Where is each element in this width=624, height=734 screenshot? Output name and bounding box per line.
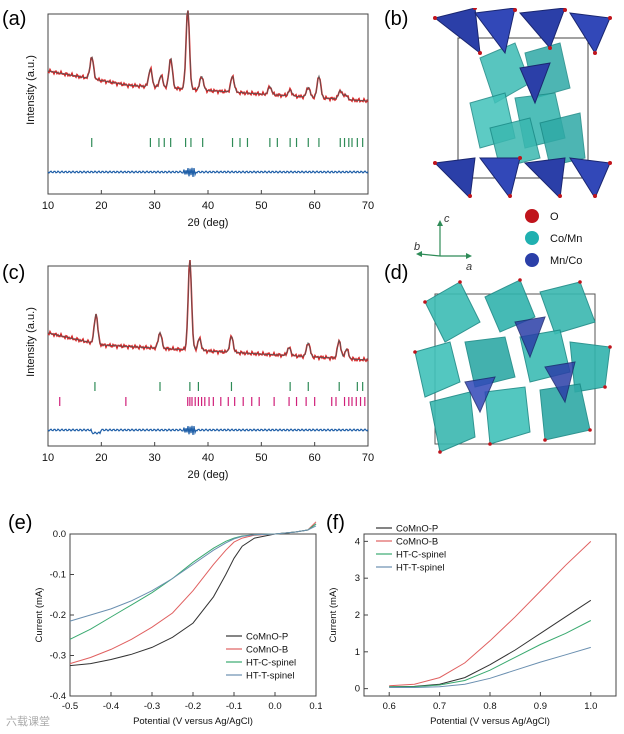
x-tick-label: -0.1 (226, 701, 242, 712)
legend-label: CoMnO-P (246, 632, 288, 643)
legend-comn: Co/Mn (550, 233, 582, 245)
oxygen-swatch (525, 209, 539, 223)
x-tick-label: 0.8 (483, 701, 496, 712)
chart-e: -0.5 -0.4 -0.3 -0.2 -0.1 0.0 0.10.0-0.1-0.2-0.… (34, 521, 322, 727)
series-line-comno-b (389, 541, 592, 687)
series-line-comno-p (389, 599, 592, 688)
legend-label: HT-T-spinel (396, 563, 445, 574)
x-tick-label: 10 (42, 452, 54, 464)
panel-label-a: (a) (2, 8, 27, 30)
x-tick-label: -0.2 (185, 701, 201, 712)
lattice-axes: c a b (414, 213, 472, 272)
panel-label-f: (f) (326, 512, 345, 534)
structure-legend: c a b O Co/Mn Mn/Co (414, 209, 582, 272)
watermark: 六载课堂 (6, 715, 50, 728)
y-axis-label: Intensity (a.u.) (25, 55, 37, 125)
fitted-pattern (47, 10, 369, 102)
x-tick-label: 10 (42, 200, 54, 212)
series-line-ht-c-spinel (389, 620, 592, 688)
crystal-structure-d (413, 278, 612, 454)
x-tick-label: 40 (202, 200, 214, 212)
x-tick-label: -0.3 (144, 701, 160, 712)
x-tick-label: -0.5 (62, 701, 78, 712)
panel-label-d: (d) (384, 262, 409, 284)
xrd-chart-a: 10 20 30 40 50 60 70 2θ (deg) Intensity (a.u.) (25, 10, 374, 229)
x-tick-label: 30 (149, 452, 161, 464)
y-tick-label: 3 (355, 573, 360, 584)
fitted-pattern (47, 260, 369, 361)
tetrahedra-d (464, 316, 576, 414)
y-tick-label: -0.1 (50, 570, 66, 581)
x-tick-label: 50 (255, 452, 267, 464)
x-tick-label: 0.6 (383, 701, 396, 712)
x-tick-label: 40 (202, 452, 214, 464)
x-tick-label: 50 (255, 200, 267, 212)
y-axis-label: Intensity (a.u.) (25, 307, 37, 377)
series-line-ht-t-spinel (389, 646, 591, 688)
unit-cell-b (457, 37, 589, 179)
legend-mnco: Mn/Co (550, 255, 582, 267)
comn-swatch (525, 231, 539, 245)
y-tick-label: -0.3 (50, 651, 66, 662)
y-tick-label: 2 (355, 610, 360, 621)
x-tick-label: 0.1 (309, 701, 322, 712)
octahedra-d (414, 279, 611, 453)
legend-oxygen: O (550, 211, 559, 223)
y-tick-label: 1 (355, 647, 360, 658)
x-axis-label: Potential (V versus Ag/AgCl) (133, 716, 253, 727)
axis-b-label: b (414, 241, 420, 253)
observed-pattern (47, 260, 369, 363)
series-line-ht-c-spinel (69, 523, 317, 640)
panel-label-b: (b) (384, 8, 409, 30)
x-tick-label: 60 (309, 452, 321, 464)
y-tick-label: 4 (355, 536, 360, 547)
x-tick-label: 30 (149, 200, 161, 212)
x-tick-label: 1.0 (584, 701, 597, 712)
chart-f: 0.6 0.7 0.8 0.9 1.0 0 1 2 3 4 Potential (V versus … (328, 524, 617, 727)
x-axis-label: 2θ (deg) (188, 469, 229, 481)
legend-label: HT-T-spinel (246, 671, 295, 682)
x-tick-label: 0.7 (433, 701, 446, 712)
x-axis-label: 2θ (deg) (188, 217, 229, 229)
crystal-structure-b (433, 8, 612, 198)
x-tick-label: 70 (362, 200, 374, 212)
y-tick-label: 0 (355, 684, 360, 695)
axis-c-label: c (444, 213, 450, 225)
difference-curve (47, 167, 369, 178)
octahedra-b (469, 42, 586, 169)
mnco-swatch (525, 253, 539, 267)
y-tick-label: 0.0 (53, 529, 66, 540)
x-tick-label: 60 (309, 200, 321, 212)
legend-label: HT-C-spinel (246, 658, 296, 669)
y-axis-label: Current (mA) (328, 588, 339, 643)
x-tick-label: 70 (362, 452, 374, 464)
y-tick-label: -0.4 (50, 691, 66, 702)
difference-curve (47, 425, 369, 436)
legend-label: CoMnO-P (396, 524, 438, 535)
x-tick-label: 20 (95, 200, 107, 212)
y-axis-label: Current (mA) (34, 588, 45, 643)
xrd-chart-c: 10 20 30 40 50 60 70 2θ (deg) Intensity (a.u.) (25, 260, 374, 481)
panel-label-e: (e) (8, 512, 33, 534)
legend-label: HT-C-spinel (396, 550, 446, 561)
x-tick-label: 20 (95, 452, 107, 464)
tetrahedra-b (433, 8, 611, 198)
x-axis-label: Potential (V versus Ag/AgCl) (430, 716, 550, 727)
oxygen-atoms-d (413, 278, 612, 454)
x-tick-label: -0.4 (103, 701, 119, 712)
observed-pattern (47, 10, 369, 104)
legend-label: CoMnO-B (246, 645, 288, 656)
oxygen-atoms-b (433, 8, 612, 198)
y-tick-label: -0.2 (50, 610, 66, 621)
series-line-ht-t-spinel (69, 525, 317, 622)
x-tick-label: 0.9 (534, 701, 547, 712)
legend-label: CoMnO-B (396, 537, 438, 548)
panel-label-c: (c) (2, 262, 26, 284)
axis-a-label: a (466, 261, 472, 272)
plot-frame (47, 13, 369, 195)
x-tick-label: 0.0 (268, 701, 281, 712)
